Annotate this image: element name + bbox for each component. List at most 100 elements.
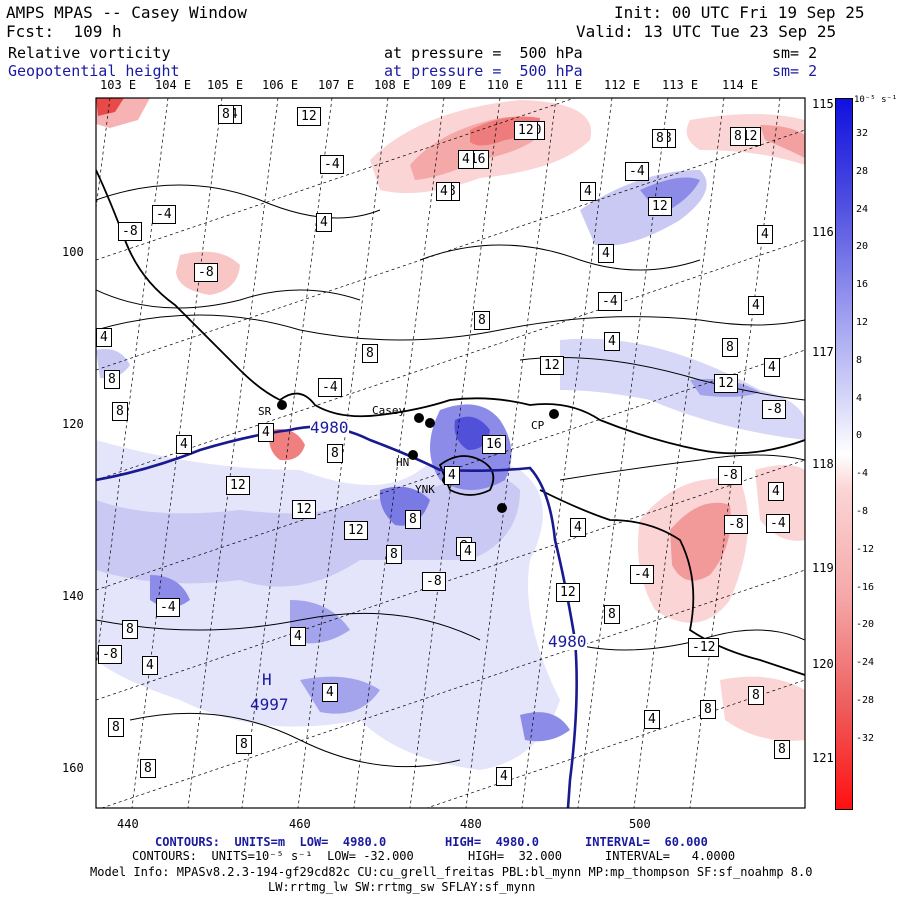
- vorticity-value-label: 8: [362, 344, 378, 363]
- vorticity-value-label: 4: [316, 213, 332, 232]
- vorticity-value-label: -4: [318, 378, 342, 397]
- vorticity-value-label: -4: [630, 565, 654, 584]
- colorbar-label: 24: [856, 203, 869, 215]
- height-contour-label: 4980: [548, 632, 587, 651]
- station-label-ynk: YNK: [415, 483, 435, 496]
- station-dot-sr: [277, 400, 287, 410]
- vorticity-value-label: 4: [444, 466, 460, 485]
- vorticity-value-label: -8: [422, 572, 446, 591]
- station-label-sr: SR: [258, 405, 272, 418]
- contour-line: [96, 289, 361, 309]
- vorticity-value-label: 12: [556, 583, 580, 602]
- footer-height-contours: CONTOURS: UNITS=m LOW= 4980.0: [155, 835, 387, 849]
- top-longitude-label: 114 E: [722, 78, 759, 92]
- field-2-level: at pressure = 500 hPa: [384, 62, 583, 80]
- colorbar-label: -12: [856, 543, 875, 555]
- vorticity-value-label: 8: [700, 700, 716, 719]
- vorticity-value-label: 8: [722, 338, 738, 357]
- vorticity-value-label: 4: [460, 542, 476, 561]
- y-axis-tick-label: 160: [62, 761, 84, 775]
- vorticity-value-label: 4: [96, 328, 112, 347]
- vorticity-value-label: 4: [436, 182, 452, 201]
- x-axis-tick-label: 460: [289, 817, 311, 831]
- vorticity-value-label: -4: [598, 292, 622, 311]
- vorticity-value-label: 8: [405, 510, 421, 529]
- colorbar-label: 0: [856, 430, 863, 442]
- footer-height-interval: INTERVAL= 60.000: [585, 835, 708, 849]
- colorbar-label: 16: [856, 279, 869, 291]
- colorbar-label: -4: [856, 468, 869, 480]
- footer-vort-high: HIGH= 32.000: [468, 849, 562, 863]
- vorticity-value-label: 8: [140, 759, 156, 778]
- neg-vort-area: [760, 125, 805, 158]
- footer-model-info: Model Info: MPASv8.2.3-194-gf29cd82c CU:…: [90, 865, 813, 879]
- vorticity-value-label: 4: [458, 150, 474, 169]
- colorbar-label: 32: [856, 128, 869, 139]
- height-contour-label: 4980: [310, 418, 349, 437]
- contour-line: [96, 184, 381, 219]
- vorticity-value-label: 12: [226, 476, 250, 495]
- station-dot-c: [497, 503, 507, 513]
- vorticity-value-label: -4: [152, 205, 176, 224]
- vorticity-value-label: -4: [766, 514, 790, 533]
- colorbar-label: 12: [856, 317, 869, 328]
- vorticity-value-label: 4: [604, 332, 620, 351]
- field-2-smoothing: sm= 2: [772, 62, 818, 80]
- latitude-line: [425, 679, 805, 808]
- vorticity-value-label: 12: [297, 107, 321, 126]
- y-axis-tick-label: 140: [62, 589, 84, 603]
- vorticity-value-label: 4: [598, 244, 614, 263]
- footer-vort-interval: INTERVAL= 4.0000: [605, 849, 736, 863]
- top-longitude-label: 108 E: [374, 78, 411, 92]
- contour-line: [129, 712, 461, 768]
- vorticity-value-label: 8: [748, 686, 764, 705]
- top-longitude-label: 107 E: [318, 78, 355, 92]
- field-1-level: at pressure = 500 hPa: [384, 44, 583, 62]
- colorbar-label: -32: [856, 732, 875, 744]
- neg-vort-core: [96, 98, 124, 116]
- contour-line: [96, 314, 805, 341]
- vorticity-value-label: 8: [386, 545, 402, 564]
- footer-vort-contours: CONTOURS: UNITS=10⁻⁵ s⁻¹ LOW= -32.000: [132, 849, 414, 863]
- vorticity-value-label: 4: [768, 482, 784, 501]
- colorbar-label: 28: [856, 165, 869, 177]
- vorticity-value-label: -8: [118, 222, 142, 241]
- vorticity-value-label: 4: [764, 358, 780, 377]
- latitude-line: [96, 98, 576, 261]
- station-dot-hn: [408, 450, 418, 460]
- colorbar-label: 8: [856, 354, 863, 366]
- coastline-line: [438, 455, 495, 496]
- vorticity-value-label: -12: [688, 638, 720, 657]
- colorbar-label: 4: [856, 392, 863, 404]
- longitude-line: [465, 98, 557, 808]
- vorticity-value-label: -8: [98, 645, 122, 664]
- vorticity-value-label: 12: [292, 500, 316, 519]
- colorbar-unit: 10⁻⁵ s⁻¹: [854, 95, 898, 105]
- vorticity-value-label: -4: [156, 598, 180, 617]
- vorticity-value-label: -4: [625, 162, 649, 181]
- station-dot-casey-a: [414, 413, 424, 423]
- vorticity-value-label: 4: [496, 767, 512, 786]
- vorticity-value-label: 8: [218, 105, 234, 124]
- y-axis-tick-label: 120: [62, 417, 84, 431]
- pos-vort-area: [300, 676, 380, 714]
- vorticity-value-label: 8: [604, 605, 620, 624]
- station-label-cp: CP: [531, 419, 545, 432]
- top-longitude-label: 110 E: [487, 78, 524, 92]
- station-dot-cp: [549, 409, 559, 419]
- longitude-line: [353, 98, 445, 808]
- vorticity-value-label: 4: [757, 225, 773, 244]
- station-label-hn: HN: [396, 456, 410, 469]
- longitude-line: [577, 98, 669, 808]
- vorticity-value-label: 4: [176, 435, 192, 454]
- vorticity-value-label: 4: [644, 710, 660, 729]
- station-dot-casey-b: [425, 418, 435, 428]
- contour-line: [419, 244, 701, 271]
- longitude-line: [689, 98, 781, 808]
- vorticity-value-label: 8: [104, 370, 120, 389]
- x-axis-tick-label: 440: [117, 817, 139, 831]
- vorticity-value-label: 4: [570, 518, 586, 537]
- contour-line: [559, 454, 805, 481]
- map-frame: [95, 97, 806, 809]
